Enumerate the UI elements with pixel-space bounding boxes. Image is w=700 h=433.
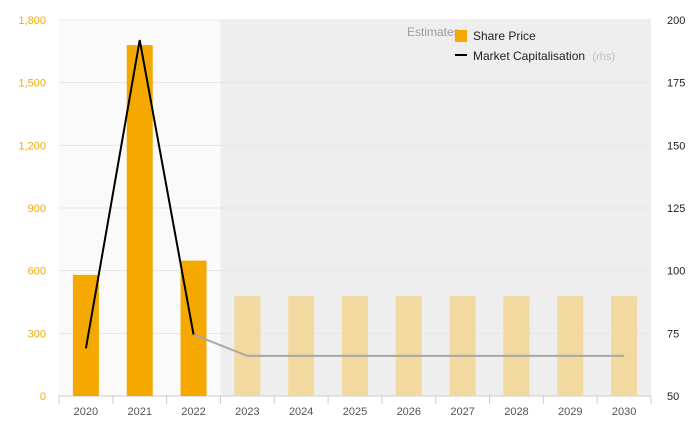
legend-market-cap-label: Market Capitalisation (rhs) bbox=[473, 49, 615, 63]
right-tick-label: 100 bbox=[667, 266, 685, 278]
x-tick-label: 2021 bbox=[127, 406, 151, 418]
x-tick-label: 2023 bbox=[235, 406, 259, 418]
x-tick-label: 2022 bbox=[181, 406, 205, 418]
bar-share-price bbox=[557, 296, 584, 396]
left-tick-label: 1,200 bbox=[18, 140, 46, 152]
legend-rhs-suffix: (rhs) bbox=[592, 51, 615, 63]
left-tick-label: 1,800 bbox=[18, 15, 46, 27]
left-axis: 0 300 600 900 1,200 1,500 1,800 bbox=[18, 15, 46, 403]
bars-group bbox=[72, 45, 638, 397]
line-market-cap-actual bbox=[84, 39, 195, 349]
x-tick-label: 2024 bbox=[289, 406, 313, 418]
bar-share-price bbox=[395, 296, 422, 396]
x-tick-label: 2025 bbox=[343, 406, 367, 418]
bar-share-price bbox=[288, 296, 315, 396]
lines-group bbox=[84, 39, 625, 357]
legend-market-cap-name: Market Capitalisation bbox=[473, 49, 585, 63]
bar-share-price bbox=[503, 296, 530, 396]
right-tick-label: 200 bbox=[667, 15, 685, 27]
x-tick-label: 2020 bbox=[74, 406, 98, 418]
right-tick-label: 75 bbox=[667, 328, 679, 340]
bar-share-price bbox=[611, 296, 638, 396]
x-tick-label: 2026 bbox=[397, 406, 421, 418]
x-tick-label: 2027 bbox=[450, 406, 474, 418]
bar-share-price bbox=[126, 45, 153, 397]
left-tick-label: 0 bbox=[40, 391, 46, 403]
left-tick-label: 600 bbox=[28, 266, 46, 278]
x-axis: 2020 2021 2022 2023 2024 2025 2026 2027 2028 2029… bbox=[58, 396, 652, 418]
gridlines bbox=[59, 19, 651, 397]
legend-share-price-label: Share Price bbox=[473, 29, 536, 43]
right-tick-label: 175 bbox=[667, 78, 685, 90]
line-market-cap-estimate bbox=[193, 333, 625, 357]
bar-share-price bbox=[449, 296, 476, 396]
bar-share-price bbox=[342, 296, 368, 396]
x-tick-label: 2030 bbox=[612, 406, 636, 418]
left-tick-label: 300 bbox=[28, 328, 46, 340]
right-tick-label: 125 bbox=[667, 203, 685, 215]
right-tick-label: 50 bbox=[667, 391, 679, 403]
legend: Share Price Market Capitalisation (rhs) bbox=[455, 29, 615, 63]
legend-share-price-swatch bbox=[455, 30, 467, 42]
bar-share-price bbox=[234, 296, 261, 396]
right-axis: 50 75 100 125 150 175 200 bbox=[667, 15, 685, 403]
x-tick-label: 2028 bbox=[504, 406, 528, 418]
x-tick-label: 2029 bbox=[558, 406, 582, 418]
right-tick-label: 150 bbox=[667, 140, 685, 152]
left-tick-label: 900 bbox=[28, 203, 46, 215]
left-tick-label: 1,500 bbox=[18, 78, 46, 90]
estimate-label: Estimates bbox=[407, 25, 460, 39]
